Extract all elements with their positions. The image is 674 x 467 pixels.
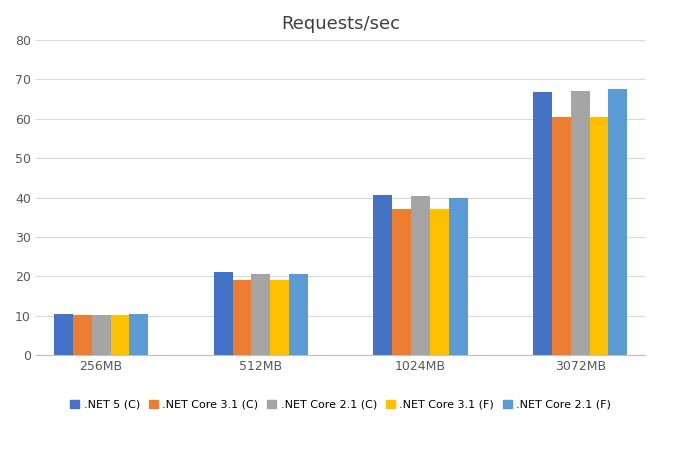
Bar	[373, 195, 392, 355]
Title: Requests/sec: Requests/sec	[281, 15, 400, 33]
Bar	[590, 117, 609, 355]
Bar	[552, 117, 571, 355]
Bar	[533, 92, 552, 355]
Bar	[609, 89, 627, 355]
Bar	[214, 272, 233, 355]
Bar	[571, 92, 590, 355]
Bar	[289, 275, 308, 355]
Bar	[270, 280, 289, 355]
Bar	[449, 198, 468, 355]
Bar	[392, 210, 411, 355]
Bar	[129, 314, 148, 355]
Bar	[54, 314, 73, 355]
Bar	[430, 209, 449, 355]
Bar	[92, 315, 111, 355]
Legend: .NET 5 (C), .NET Core 3.1 (C), .NET Core 2.1 (C), .NET Core 3.1 (F), .NET Core 2: .NET 5 (C), .NET Core 3.1 (C), .NET Core…	[66, 396, 615, 414]
Bar	[73, 315, 92, 355]
Bar	[111, 315, 129, 355]
Bar	[251, 275, 270, 355]
Bar	[411, 196, 430, 355]
Bar	[233, 280, 251, 355]
